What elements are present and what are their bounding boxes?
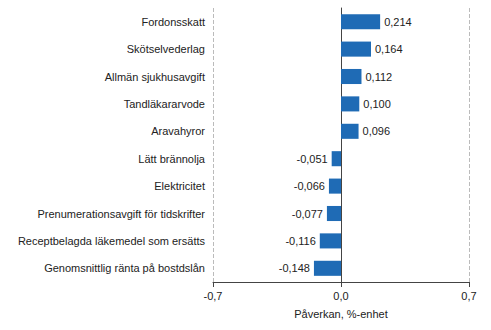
svg-text:Påverkan, %-enhet: Påverkan, %-enhet: [294, 308, 388, 320]
svg-text:-0,116: -0,116: [285, 235, 315, 247]
svg-text:Genomsnittlig ränta på bostdsl: Genomsnittlig ränta på bostdslån: [44, 262, 205, 274]
svg-text:-0,051: -0,051: [296, 153, 327, 165]
svg-text:0,214: 0,214: [384, 16, 412, 28]
svg-text:Fordonsskatt: Fordonsskatt: [141, 16, 205, 28]
svg-text:0,7: 0,7: [461, 290, 476, 302]
svg-text:Elektricitet: Elektricitet: [154, 180, 205, 192]
svg-text:-0,077: -0,077: [292, 208, 323, 220]
svg-text:0,164: 0,164: [375, 43, 403, 55]
svg-text:Tandläkararvode: Tandläkararvode: [124, 98, 205, 110]
svg-text:Aravahyror: Aravahyror: [151, 125, 205, 137]
svg-text:0,100: 0,100: [363, 98, 391, 110]
svg-text:-0,7: -0,7: [204, 290, 223, 302]
svg-text:Allmän sjukhusavgift: Allmän sjukhusavgift: [105, 71, 205, 83]
svg-text:0,0: 0,0: [333, 290, 348, 302]
svg-text:0,112: 0,112: [365, 71, 392, 83]
svg-text:-0,148: -0,148: [279, 262, 310, 274]
svg-text:Lätt brännolja: Lätt brännolja: [138, 153, 206, 165]
svg-text:Skötselvederlag: Skötselvederlag: [127, 43, 205, 55]
svg-text:-0,066: -0,066: [294, 180, 325, 192]
svg-text:Prenumerationsavgift för tidsk: Prenumerationsavgift för tidskrifter: [37, 208, 205, 220]
svg-text:Receptbelagda läkemedel som er: Receptbelagda läkemedel som ersätts: [18, 235, 206, 247]
svg-text:0,096: 0,096: [363, 125, 391, 137]
